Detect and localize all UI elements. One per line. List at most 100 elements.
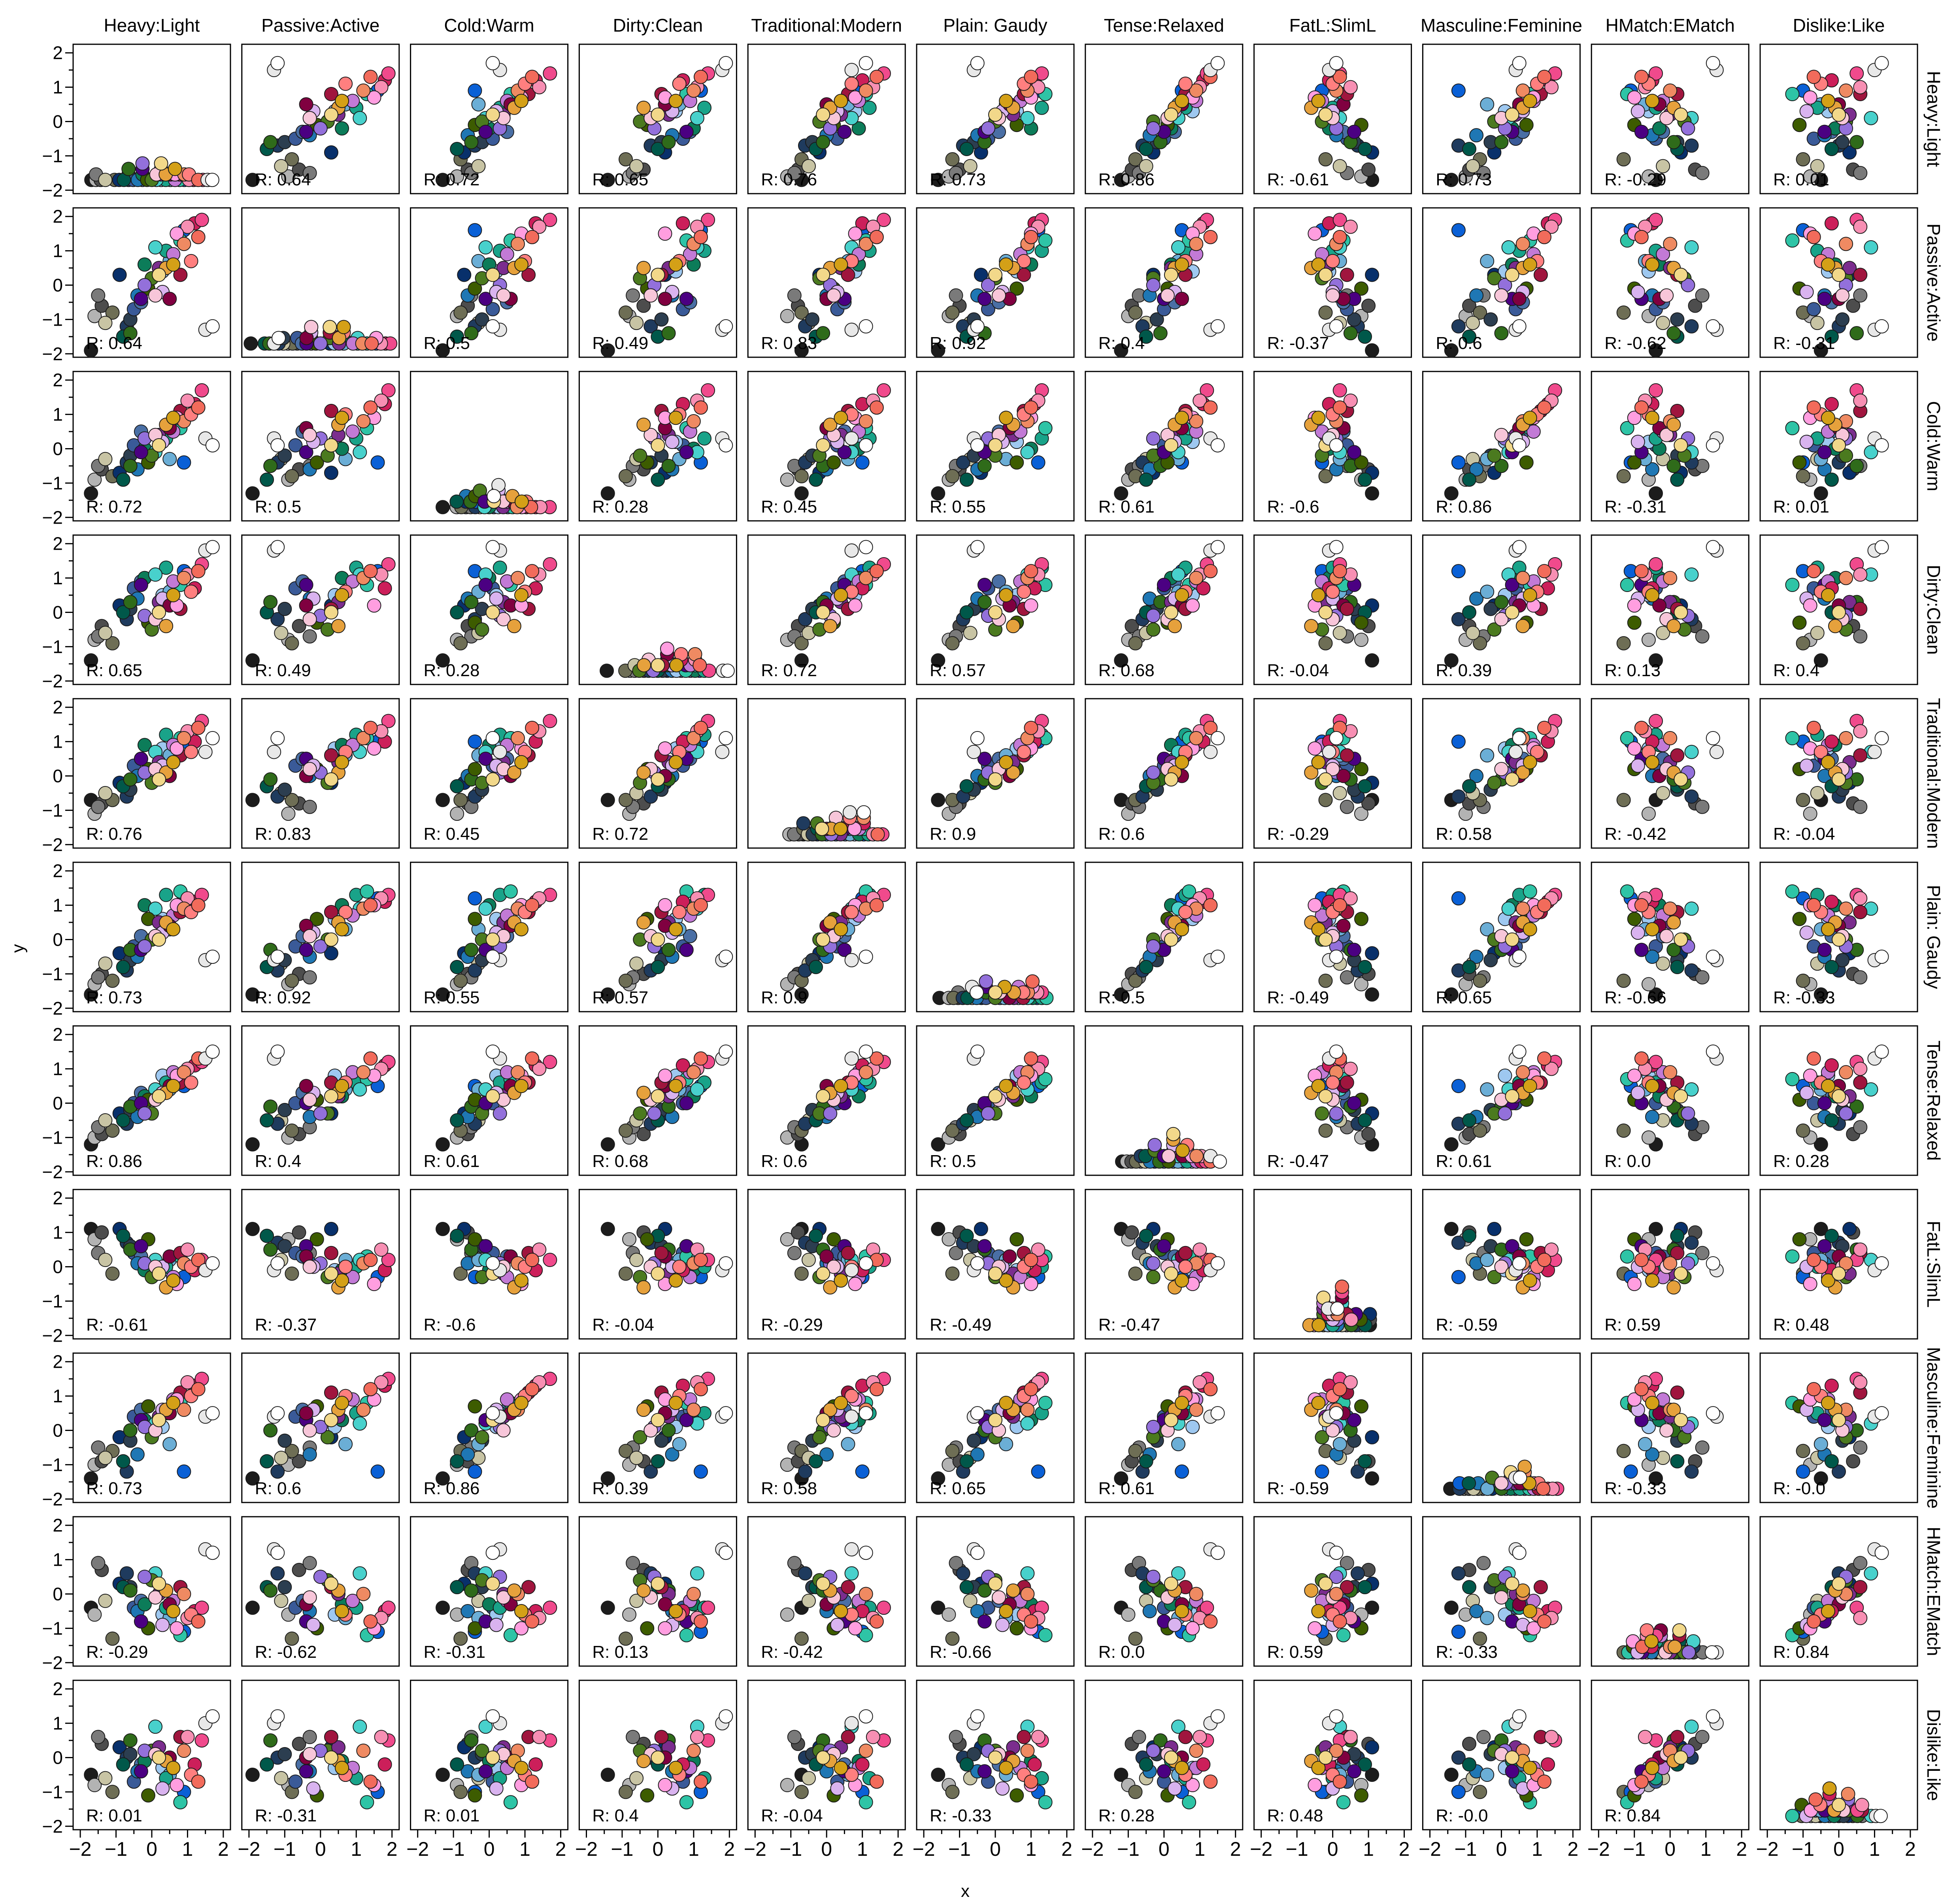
scatter-point [468,281,482,296]
scatter-point [1164,107,1178,122]
y-tick-label: −1 [42,145,63,166]
scatter-point [191,1614,206,1629]
scatter-point [1656,786,1670,800]
scatter-point [1512,1044,1527,1059]
scatter-point [105,1266,120,1281]
scatter-point [823,1106,838,1121]
scatter-point [436,1600,450,1615]
scatter-point [636,1583,651,1598]
scatter-point [1515,901,1530,916]
scatter-point [1178,905,1193,919]
scatter-point [1666,135,1681,149]
scatter-point [622,1232,637,1246]
panel-cold-warm-vs-cold-warm [410,371,569,522]
scatter-point [1515,83,1530,98]
scatter-point [805,312,820,327]
scatter-point [1365,486,1380,501]
panel-tense-relaxed-vs-dirty-clean: R: 0.68 [578,1025,737,1176]
dot-marker [436,500,450,515]
scatter-point [1537,400,1551,415]
scatter-point [514,94,529,108]
correlation-label: R: -0.66 [1604,988,1666,1007]
scatter-point [1616,973,1631,988]
scatter-point [245,173,260,187]
scatter-point [1839,571,1853,585]
scatter-point [862,100,877,115]
scatter-point [816,1413,830,1427]
scatter-point [356,1065,371,1080]
correlation-label: R: 0.01 [1773,170,1829,189]
scatter-point [98,786,113,800]
scatter-point [1175,292,1189,306]
scatter-point [525,230,540,244]
scatter-point [1462,1113,1476,1127]
scatter-point [1670,1454,1685,1469]
scatter-point [1695,166,1710,180]
scatter-point [1512,731,1527,745]
scatter-point [1365,1471,1380,1486]
correlation-label: R: 0.73 [930,170,986,189]
scatter-point [1487,271,1502,286]
panel-cold-warm-vs-tense-relaxed: R: 0.61 [1085,371,1244,522]
scatter-point [1010,1232,1024,1246]
scatter-point [1358,779,1372,794]
scatter-point [159,888,174,902]
correlation-label: R: -0.49 [1267,988,1329,1007]
scatter-point [485,268,500,282]
scatter-point [1649,714,1663,728]
panel-passive-active-vs-masculine-feminine: R: 0.6 [1422,207,1581,358]
dot-marker [135,156,150,171]
scatter-point [302,799,317,814]
panel-plain-gaudy-vs-hmatch-ematch: R: -0.66 [1591,862,1749,1012]
scatter-point [1674,1266,1688,1281]
scatter-point [1853,905,1868,919]
scatter-point [485,540,500,554]
y-tick-label: −1 [42,800,63,820]
correlation-label: R: -0.61 [1267,170,1329,189]
scatter-point [1821,411,1835,425]
scatter-point [636,1403,651,1417]
scatter-point [1354,633,1368,647]
scatter-point [1164,438,1178,452]
scatter-point [1175,588,1189,603]
scatter-point [816,268,830,282]
scatter-point [1329,949,1344,964]
scatter-point [1149,312,1164,327]
scatter-point [1634,124,1649,139]
scatter-point [668,1604,683,1618]
dot-marker [336,320,351,334]
scatter-point [1139,472,1153,487]
scatter-point [1171,1437,1185,1452]
correlation-label: R: -0.49 [930,1315,992,1335]
scatter-point [1505,268,1519,282]
scatter-point [859,83,873,98]
scatter-point [453,636,468,650]
panel-plain-gaudy-vs-masculine-feminine: R: 0.65 [1422,862,1581,1012]
scatter-point [1462,298,1476,313]
scatter-point [1365,946,1380,961]
scatter-point [1853,601,1868,616]
scatter-point [205,731,220,745]
scatter-point [794,469,809,484]
scatter-point [521,268,536,282]
scatter-point [98,452,113,466]
scatter-point [112,268,127,282]
scatter-point [633,448,647,463]
scatter-point [859,319,873,334]
scatter-point [719,438,733,452]
scatter-point [137,1106,152,1121]
scatter-point [1318,305,1333,320]
scatter-point [690,111,704,125]
scatter-point [1515,1065,1530,1080]
scatter-point [177,237,191,251]
scatter-point [525,564,540,579]
scatter-point [970,540,985,554]
scatter-point [1634,943,1649,957]
scatter-point [1308,741,1322,756]
scatter-point [485,949,500,964]
scatter-point [485,605,500,620]
scatter-point [166,1396,181,1410]
scatter-point [91,288,106,303]
dot-marker [1494,1476,1509,1491]
scatter-point [827,1423,841,1438]
